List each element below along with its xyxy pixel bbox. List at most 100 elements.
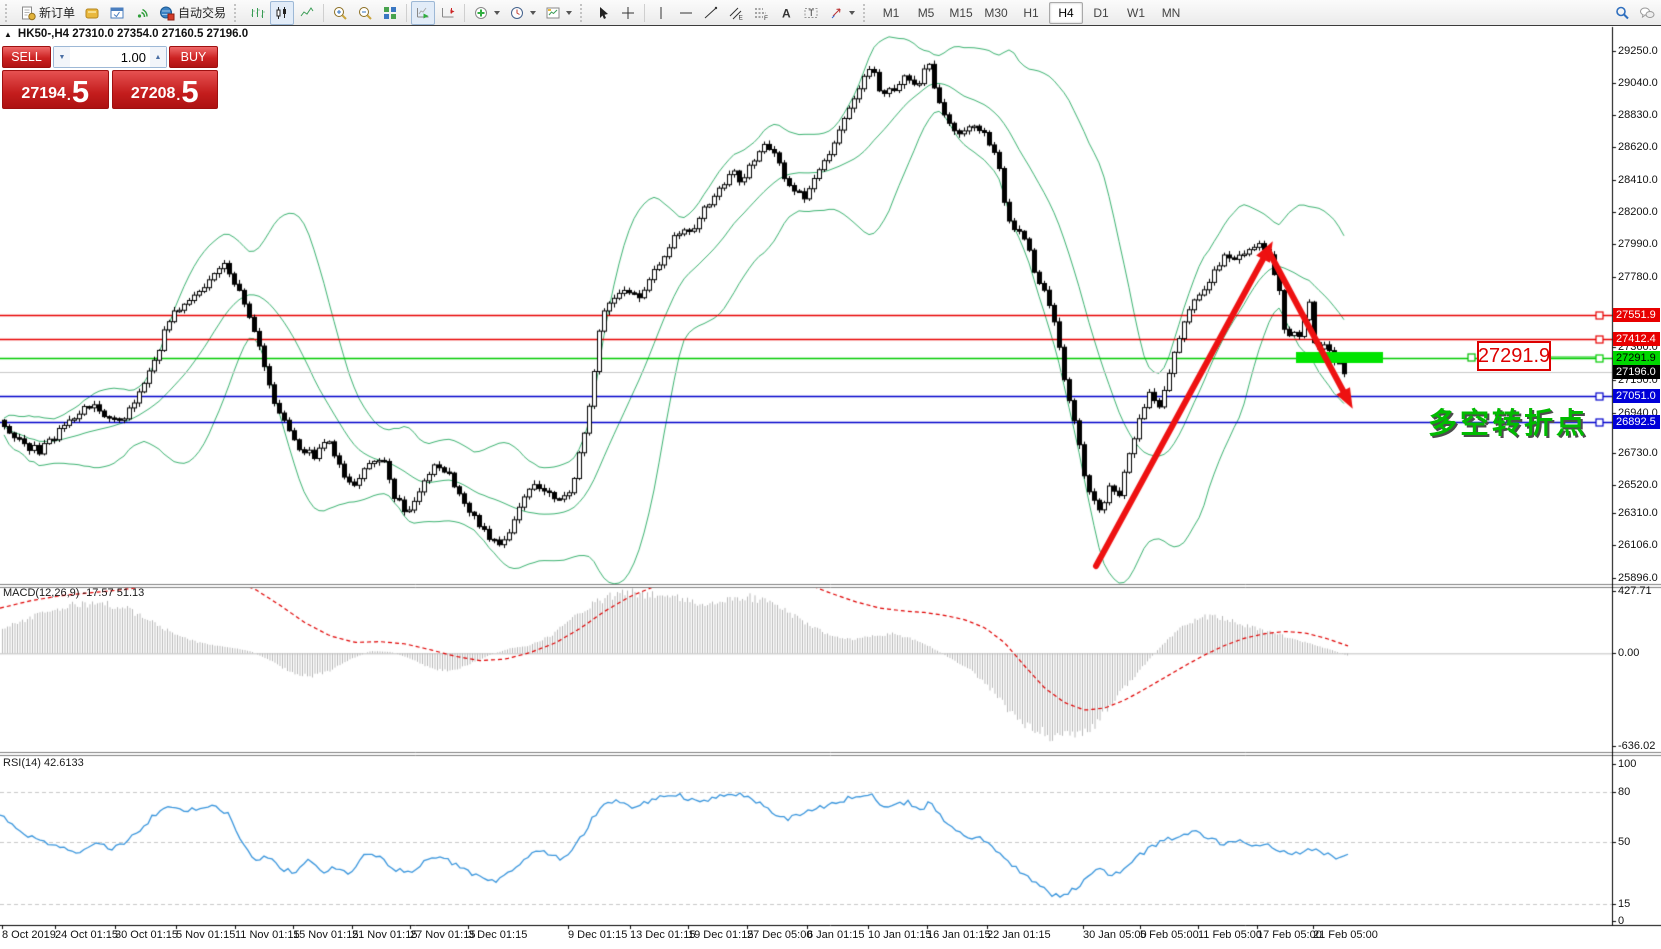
price-level-callout[interactable]: 27291.9: [1477, 341, 1551, 371]
sell-price-panel[interactable]: 27194. 5: [2, 70, 109, 109]
crosshair-button[interactable]: [616, 1, 640, 25]
search-button[interactable]: [1610, 1, 1634, 25]
line-chart-button[interactable]: [295, 1, 319, 25]
price-tick-label: 29250.0: [1618, 45, 1658, 57]
indicator-tick-label: 100: [1618, 758, 1637, 770]
chevron-down-icon: [566, 10, 573, 15]
timeframe-m30[interactable]: M30: [984, 5, 1008, 20]
timeframe-h4[interactable]: H4: [1049, 1, 1084, 24]
blue-window-icon: [110, 7, 124, 18]
tile-windows-button[interactable]: [378, 1, 402, 25]
turning-point-annotation[interactable]: 多空转折点: [1428, 408, 1589, 440]
text-button[interactable]: A: [774, 1, 798, 25]
text-label-button[interactable]: T: [799, 1, 823, 25]
sell-price-main: 27194: [21, 85, 66, 102]
price-tag: 27412.4: [1613, 332, 1660, 346]
search-icon: [1616, 6, 1629, 19]
zoom-in-button[interactable]: [328, 1, 352, 25]
symbol-ohlc-text: HK50-,H4 27310.0 27354.0 27160.5 27196.0: [17, 28, 249, 40]
price-tick-label: 25896.0: [1618, 572, 1658, 584]
templates-button[interactable]: [541, 1, 576, 25]
indicator-tick-label: -636.02: [1618, 740, 1656, 752]
zoom-out-button[interactable]: [353, 1, 377, 25]
price-tag: 27051.0: [1613, 389, 1660, 403]
svg-text:A: A: [782, 6, 791, 20]
rsi-indicator-label: RSI(14) 42.6133: [3, 757, 84, 769]
sell-price-big-digit: 5: [71, 73, 90, 109]
fibonacci-button[interactable]: F: [749, 1, 773, 25]
chat-icon: [1640, 7, 1655, 18]
time-tick-label: 16 Jan 01:15: [927, 929, 991, 941]
timeframe-w1[interactable]: W1: [1127, 5, 1146, 20]
volume-up-button[interactable]: ▲: [150, 47, 166, 67]
time-tick-label: 13 Dec 01:15: [630, 929, 696, 941]
timeframe-m15[interactable]: M15: [949, 5, 973, 20]
price-tick-label: 26106.0: [1618, 539, 1658, 551]
trendline-icon: [704, 6, 718, 18]
vertical-line-button[interactable]: [649, 1, 673, 25]
collapse-triangle-icon[interactable]: ▲: [4, 29, 12, 39]
price-tick-label: 28830.0: [1618, 109, 1658, 121]
horizontal-line-button[interactable]: [674, 1, 698, 25]
toolbar-separator: [406, 3, 408, 22]
time-tick-label: 15 Nov 01:15: [293, 929, 359, 941]
market-window-button[interactable]: [105, 1, 129, 25]
price-tick-label: 27780.0: [1618, 271, 1658, 283]
arrows-button[interactable]: [824, 1, 859, 25]
new-order-icon: [22, 6, 36, 20]
cursor-icon: [600, 6, 609, 19]
price-tick-label: 26310.0: [1618, 507, 1658, 519]
signals-button[interactable]: [130, 1, 154, 25]
timeframe-h1[interactable]: H1: [1023, 5, 1039, 20]
symbol-header: ▲ HK50-,H4 27310.0 27354.0 27160.5 27196…: [4, 28, 248, 40]
price-tag: 27291.9: [1613, 351, 1660, 365]
price-tag: 27551.9: [1613, 308, 1660, 322]
cursor-button[interactable]: [591, 1, 615, 25]
indicators-icon: [475, 6, 488, 19]
chevron-down-icon: [494, 10, 501, 15]
chart-shift-button[interactable]: [436, 1, 460, 25]
toolbar-drag-handle[interactable]: [863, 3, 870, 22]
indicator-tick-label: 50: [1618, 836, 1631, 848]
svg-text:E: E: [739, 14, 744, 21]
buy-price-panel[interactable]: 27208. 5: [111, 70, 218, 109]
chat-button[interactable]: [1635, 1, 1659, 25]
periods-button[interactable]: [505, 1, 540, 25]
indicators-button[interactable]: [469, 1, 504, 25]
indicator-tick-label: 80: [1618, 786, 1631, 798]
template-icon: [546, 7, 560, 18]
auto-scroll-button[interactable]: [411, 0, 436, 25]
timeframe-m5[interactable]: M5: [917, 5, 935, 20]
time-tick-label: 5 Feb 05:00: [1140, 929, 1199, 941]
time-tick-label: 21 Nov 01:15: [352, 929, 418, 941]
candlestick-chart-button[interactable]: [270, 0, 295, 25]
volume-down-button[interactable]: ▼: [54, 47, 70, 67]
time-tick-label: 24 Oct 01:15: [55, 929, 118, 941]
time-tick-label: 19 Dec 01:15: [688, 929, 754, 941]
toolbar-drag-handle[interactable]: [5, 3, 12, 22]
volume-input[interactable]: [70, 47, 150, 67]
autotrading-button[interactable]: 自动交易: [155, 1, 230, 25]
new-order-button[interactable]: 新订单: [16, 1, 79, 25]
sell-button[interactable]: SELL: [2, 46, 51, 68]
toolbar-drag-handle[interactable]: [580, 3, 587, 22]
indicator-tick-label: 427.71: [1618, 585, 1652, 597]
equidistant-channel-button[interactable]: E: [724, 1, 748, 25]
timeframe-d1[interactable]: D1: [1093, 5, 1109, 20]
timeframe-mn[interactable]: MN: [1161, 5, 1181, 20]
timeframe-m1[interactable]: M1: [882, 5, 900, 20]
tiles-icon: [384, 6, 397, 19]
time-tick-label: 21 Feb 05:00: [1313, 929, 1378, 941]
trendline-button[interactable]: [699, 1, 723, 25]
buy-button[interactable]: BUY: [169, 46, 218, 68]
time-tick-label: 27 Dec 05:00: [747, 929, 813, 941]
price-tick-label: 28620.0: [1618, 141, 1658, 153]
toolbar-separator: [323, 3, 325, 22]
bar-chart-button[interactable]: [245, 1, 269, 25]
toolbar-drag-handle[interactable]: [234, 3, 241, 22]
zoom-out-icon: [359, 6, 372, 20]
toolbar: 新订单 自动交易 E F A T M1 M5 M15 M30 H1 H4 D1 W1 MN: [0, 0, 1661, 26]
chart-profiles-button[interactable]: [80, 1, 104, 25]
autotrading-icon: [160, 6, 175, 20]
